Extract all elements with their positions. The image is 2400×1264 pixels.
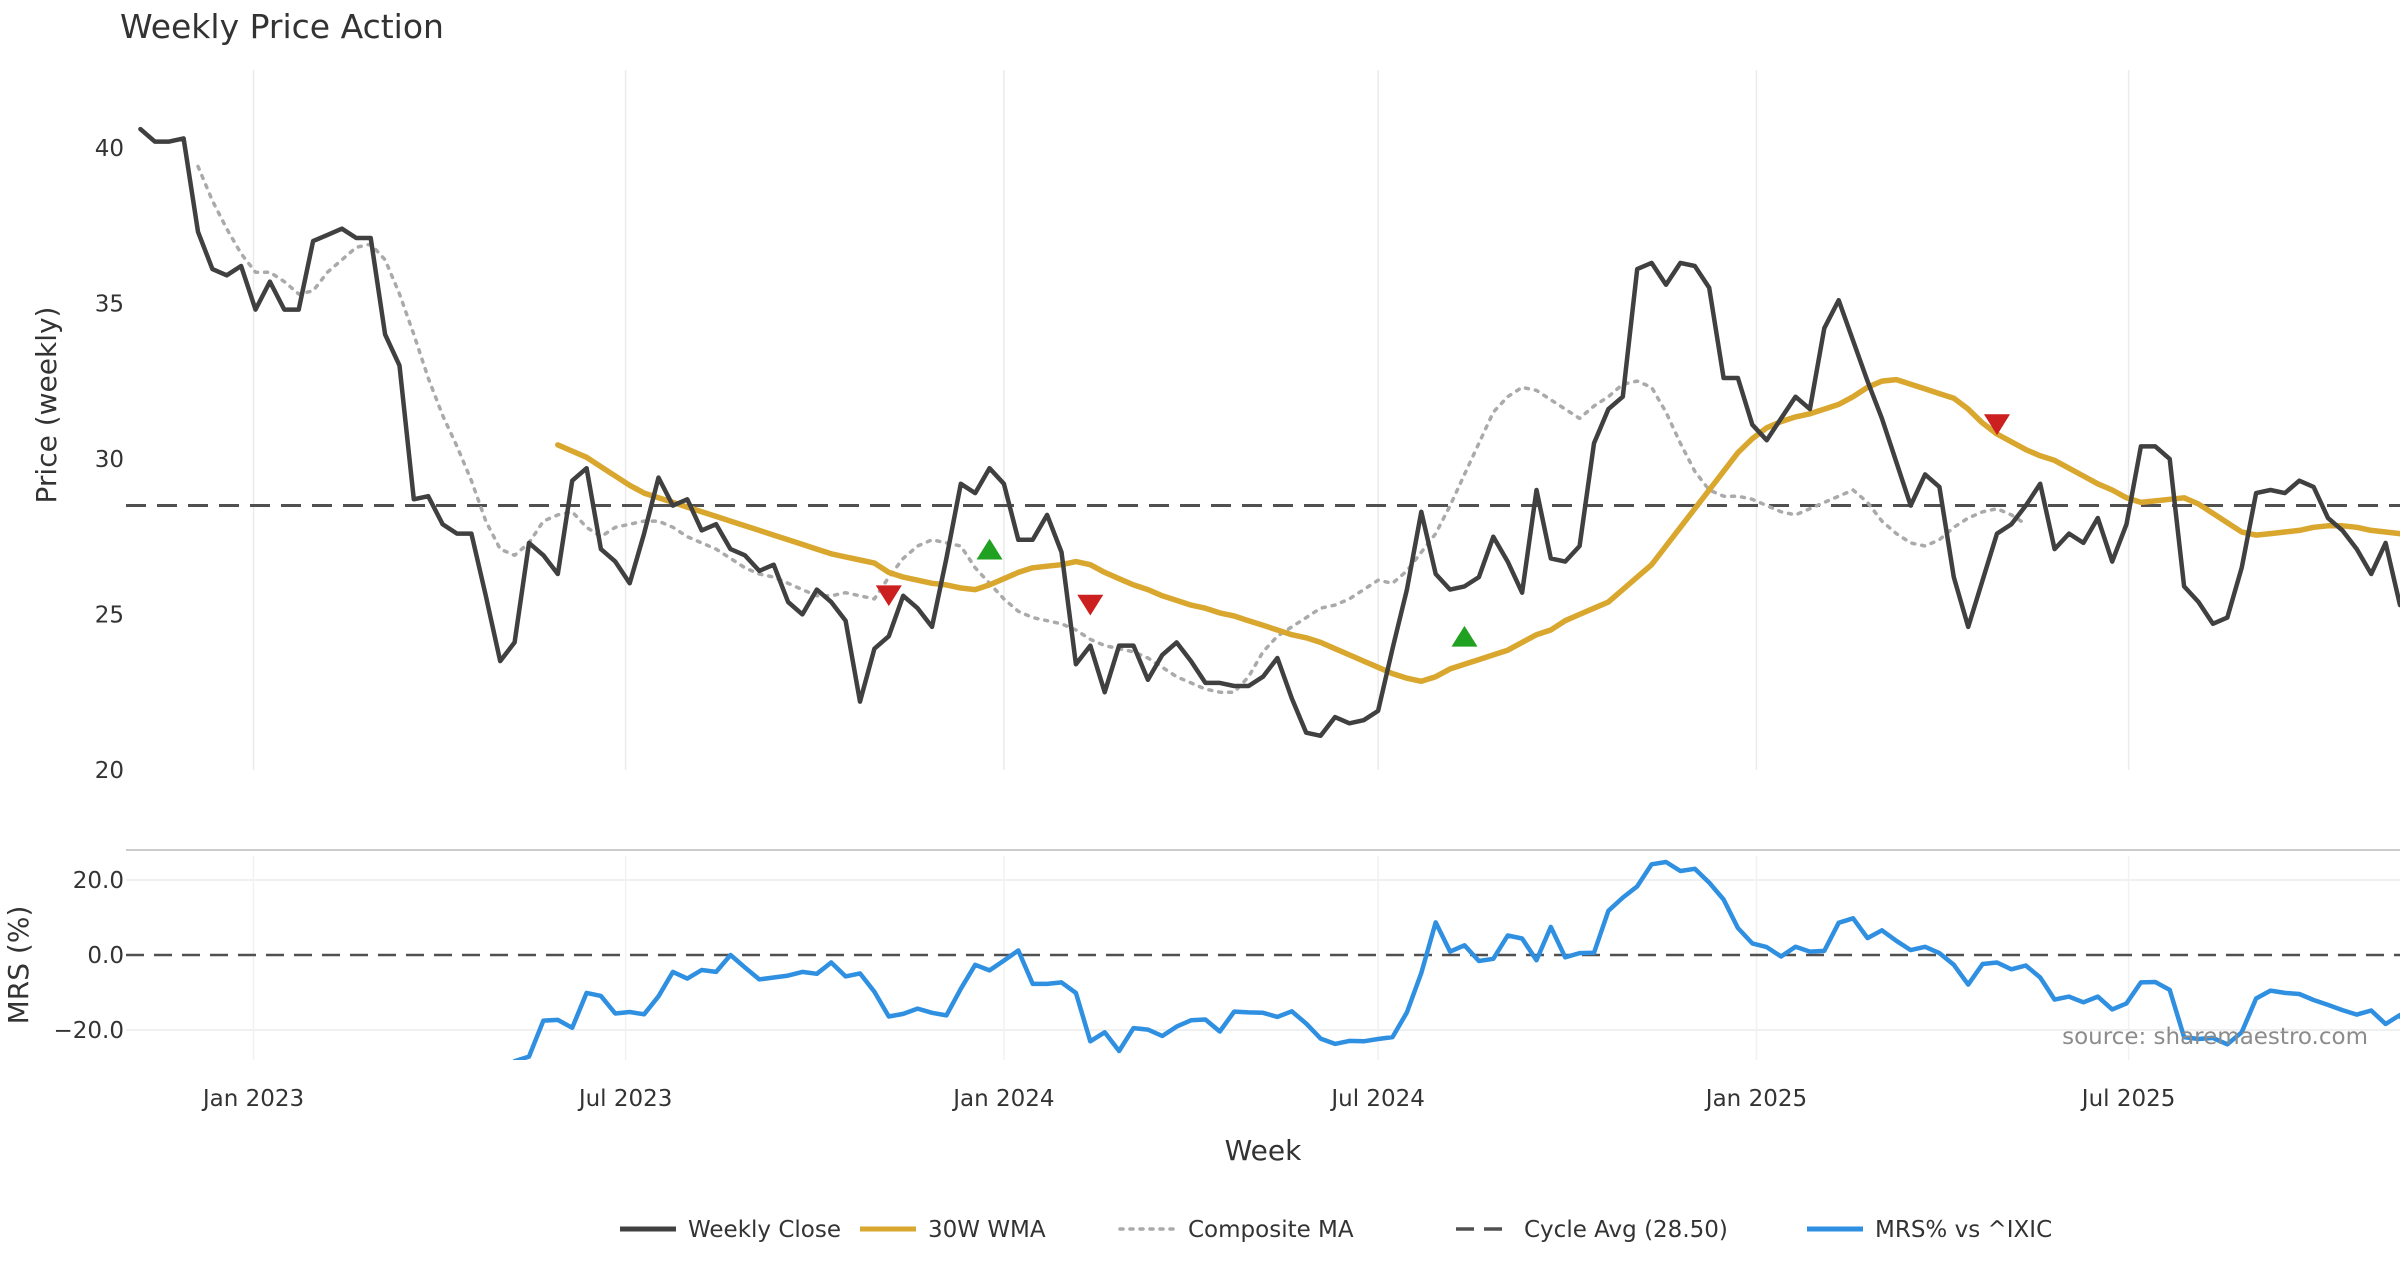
price-y-tick-label: 20 bbox=[95, 758, 124, 784]
signal-markers bbox=[875, 414, 2011, 647]
price-series-group bbox=[138, 126, 2400, 739]
series-weekly-close bbox=[138, 126, 2400, 739]
mrs-y-axis: 20.0 0.0 −20.0 bbox=[54, 868, 124, 1044]
legend-label: 30W WMA bbox=[928, 1217, 1046, 1243]
sell-signal-marker bbox=[1077, 594, 1104, 616]
buy-signal-marker bbox=[976, 538, 1003, 560]
x-tick-label: Jan 2023 bbox=[201, 1086, 304, 1112]
sell-signal-marker bbox=[1984, 414, 2011, 436]
mrs-y-tick-label: −20.0 bbox=[54, 1018, 124, 1044]
mrs-y-tick-label: 0.0 bbox=[87, 943, 124, 969]
price-y-tick-label: 30 bbox=[95, 447, 124, 473]
price-y-tick-label: 35 bbox=[95, 291, 124, 317]
price-y-tick-label: 25 bbox=[95, 602, 124, 628]
legend-label: MRS% vs ^IXIC bbox=[1875, 1217, 2052, 1243]
price-y-axis: 20 25 30 35 40 bbox=[95, 136, 124, 784]
x-tick-label: Jan 2024 bbox=[951, 1086, 1054, 1112]
price-grid bbox=[252, 70, 2130, 770]
buy-signal-marker bbox=[1451, 625, 1478, 647]
legend-label: Cycle Avg (28.50) bbox=[1524, 1217, 1728, 1243]
price-y-axis-label: Price (weekly) bbox=[30, 307, 63, 504]
mrs-y-tick-label: 20.0 bbox=[73, 868, 124, 894]
mrs-grid bbox=[126, 856, 2400, 1060]
mrs-series-group bbox=[512, 859, 2400, 1060]
legend: Weekly Close 30W WMA Composite MA Cycle Avg… bbox=[620, 1217, 2052, 1243]
x-tick-label: Jul 2025 bbox=[2080, 1086, 2176, 1112]
source-text: source: sharemaestro.com bbox=[2062, 1024, 2368, 1050]
sell-signal-marker bbox=[875, 585, 902, 607]
series-composite-ma bbox=[196, 164, 2028, 694]
x-tick-label: Jan 2025 bbox=[1704, 1086, 1807, 1112]
price-y-tick-label: 40 bbox=[95, 136, 124, 162]
legend-label: Composite MA bbox=[1188, 1217, 1354, 1243]
chart-title: Weekly Price Action bbox=[120, 7, 444, 46]
x-axis-label: Week bbox=[1225, 1134, 1302, 1167]
x-tick-label: Jul 2024 bbox=[1329, 1086, 1425, 1112]
x-tick-label: Jul 2023 bbox=[577, 1086, 673, 1112]
mrs-y-axis-label: MRS (%) bbox=[2, 906, 35, 1025]
series-mrs bbox=[512, 859, 2400, 1060]
series-30w-wma bbox=[555, 376, 2400, 685]
legend-label: Weekly Close bbox=[688, 1217, 841, 1243]
x-axis: Jan 2023 Jul 2023 Jan 2024 Jul 2024 Jan 2025… bbox=[201, 1086, 2176, 1112]
